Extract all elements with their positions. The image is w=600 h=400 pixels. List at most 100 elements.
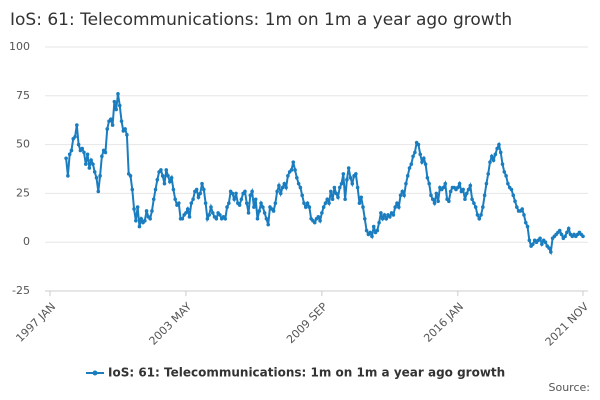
point xyxy=(427,181,431,186)
point xyxy=(164,168,169,172)
point xyxy=(198,191,203,196)
point xyxy=(357,201,362,205)
point xyxy=(257,209,262,213)
point xyxy=(76,142,81,147)
point xyxy=(119,119,124,123)
point xyxy=(67,152,72,157)
point xyxy=(250,189,254,194)
point xyxy=(137,224,142,229)
point xyxy=(493,152,498,157)
point xyxy=(253,197,258,202)
point xyxy=(134,218,138,223)
point xyxy=(259,201,263,205)
point xyxy=(339,181,344,186)
point xyxy=(202,187,206,192)
point xyxy=(484,181,489,186)
point xyxy=(323,201,328,205)
point xyxy=(409,162,414,166)
point xyxy=(481,205,485,209)
point xyxy=(393,205,397,209)
point xyxy=(461,187,465,192)
point xyxy=(420,160,424,164)
point xyxy=(110,123,115,127)
point xyxy=(209,205,213,209)
point xyxy=(187,215,192,219)
point xyxy=(275,189,279,194)
point xyxy=(350,181,355,186)
point xyxy=(330,197,335,202)
point xyxy=(180,216,185,221)
point xyxy=(491,158,496,163)
x-tick-label: 1997 JAN xyxy=(13,300,58,345)
point xyxy=(277,183,281,188)
point xyxy=(563,234,567,239)
point xyxy=(284,185,288,190)
point xyxy=(497,142,501,147)
point xyxy=(527,238,532,243)
point xyxy=(218,213,222,217)
legend-marker xyxy=(92,370,98,376)
point xyxy=(278,191,283,196)
point xyxy=(343,197,347,202)
point xyxy=(405,174,410,178)
point xyxy=(144,209,149,213)
point xyxy=(150,209,154,213)
point xyxy=(346,166,351,170)
point xyxy=(402,193,406,198)
point xyxy=(169,175,174,180)
point xyxy=(66,174,70,178)
point xyxy=(395,201,399,205)
point xyxy=(325,197,330,202)
point xyxy=(337,185,342,190)
point xyxy=(423,162,428,166)
point xyxy=(266,222,271,227)
point xyxy=(320,211,324,215)
point xyxy=(227,201,231,205)
point xyxy=(73,134,77,139)
point xyxy=(388,215,392,219)
point xyxy=(109,117,113,122)
point xyxy=(225,205,229,209)
point xyxy=(362,216,367,221)
point xyxy=(404,181,408,186)
point xyxy=(355,185,360,190)
x-tick-label: 2009 SEP xyxy=(284,300,330,346)
point xyxy=(523,220,528,225)
point xyxy=(441,185,446,190)
point xyxy=(375,228,380,233)
point xyxy=(488,160,492,164)
point xyxy=(210,211,215,215)
point xyxy=(295,175,299,180)
point xyxy=(436,199,440,204)
point xyxy=(105,127,110,131)
point xyxy=(237,203,242,207)
point xyxy=(282,181,287,186)
point xyxy=(509,187,514,192)
point xyxy=(422,156,426,161)
point xyxy=(303,205,308,209)
point xyxy=(495,146,499,151)
point xyxy=(261,205,265,209)
point xyxy=(416,142,421,147)
point xyxy=(447,199,451,204)
point xyxy=(429,193,433,198)
point xyxy=(540,242,544,246)
point xyxy=(234,191,238,196)
point xyxy=(271,209,276,213)
legend-label: IoS: 61: Telecommunications: 1m on 1m a … xyxy=(108,366,505,380)
point xyxy=(255,216,260,221)
point xyxy=(82,150,86,155)
point xyxy=(434,191,439,196)
point xyxy=(443,181,448,186)
point xyxy=(380,216,385,221)
point xyxy=(87,166,92,170)
point xyxy=(194,187,199,192)
point xyxy=(502,170,507,174)
x-tick-label: 2003 MAY xyxy=(147,300,195,348)
point xyxy=(162,181,167,186)
y-tick-label: 50 xyxy=(16,138,30,151)
point xyxy=(85,152,90,157)
point xyxy=(364,228,369,233)
point xyxy=(531,242,535,246)
chart-title: IoS: 61: Telecommunications: 1m on 1m a … xyxy=(10,10,512,30)
